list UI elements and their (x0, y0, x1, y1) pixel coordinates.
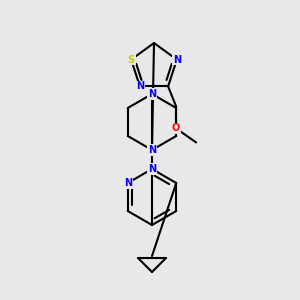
Text: N: N (148, 145, 156, 155)
Text: N: N (148, 164, 156, 174)
Text: S: S (128, 55, 135, 64)
Text: N: N (136, 81, 144, 92)
Text: N: N (148, 89, 156, 99)
Text: O: O (172, 123, 180, 134)
Text: N: N (124, 178, 132, 188)
Text: N: N (173, 55, 181, 64)
